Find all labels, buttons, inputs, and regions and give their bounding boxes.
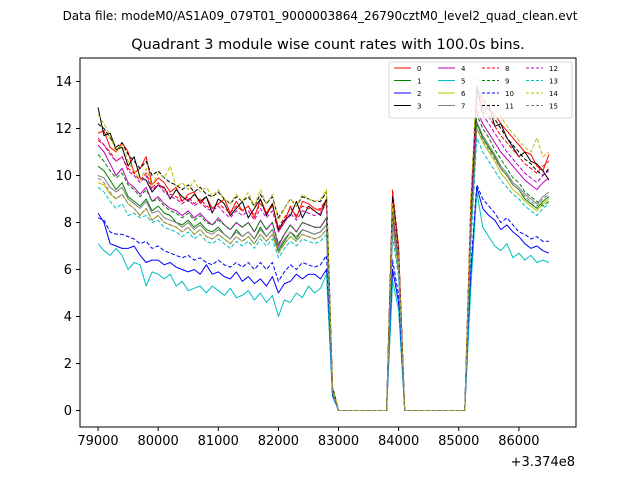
- series-line-5: [97, 191, 550, 411]
- series-line-13: [97, 137, 550, 411]
- legend-label-5: 5: [461, 78, 465, 86]
- y-tick-label: 6: [64, 263, 72, 278]
- legend-label-6: 6: [461, 90, 466, 98]
- x-tick-label: 83000: [318, 434, 359, 449]
- legend-label-2: 2: [417, 90, 421, 98]
- legend-label-4: 4: [461, 65, 466, 73]
- legend-label-11: 11: [505, 103, 514, 111]
- y-tick-label: 10: [55, 169, 72, 184]
- x-tick-label: 80000: [137, 434, 178, 449]
- legend-label-15: 15: [549, 103, 558, 111]
- legend-label-9: 9: [505, 78, 509, 86]
- figure-suptitle: Data file: modeM0/AS1A09_079T01_90000038…: [63, 9, 578, 23]
- y-tick-label: 14: [55, 75, 72, 90]
- legend-label-0: 0: [417, 65, 421, 73]
- legend-label-12: 12: [549, 65, 558, 73]
- legend-label-3: 3: [417, 103, 421, 111]
- series-layer: [97, 76, 550, 411]
- axes: 79000 80000 81000 82000 83000 84000 85000 86000…: [55, 75, 539, 449]
- legend-label-7: 7: [461, 103, 465, 111]
- series-line-12: [97, 99, 550, 411]
- series-line-15: [97, 128, 550, 411]
- y-tick-label: 2: [64, 357, 72, 372]
- y-tick-label: 4: [64, 310, 72, 325]
- series-line-11: [97, 88, 550, 411]
- x-tick-label: 84000: [378, 434, 419, 449]
- legend-box: [388, 61, 573, 119]
- legend-label-8: 8: [505, 65, 509, 73]
- x-tick-label: 85000: [438, 434, 479, 449]
- x-tick-label: 79000: [77, 434, 118, 449]
- legend-label-13: 13: [549, 78, 558, 86]
- legend-label-10: 10: [505, 90, 514, 98]
- x-tick-label: 82000: [258, 434, 299, 449]
- y-tick-label: 8: [64, 216, 72, 231]
- y-tick-label: 12: [55, 122, 72, 137]
- x-tick-label: 81000: [198, 434, 239, 449]
- y-tick-label: 0: [64, 404, 72, 419]
- series-line-10: [97, 184, 549, 411]
- x-tick-label: 86000: [498, 434, 539, 449]
- series-line-14: [97, 76, 550, 411]
- x-offset-label: +3.374e8: [511, 455, 575, 470]
- chart-title: Quadrant 3 module wise count rates with …: [131, 37, 525, 53]
- legend-label-14: 14: [549, 90, 558, 98]
- series-line-9: [97, 113, 550, 411]
- plot-frame: [79, 57, 577, 428]
- legend-label-1: 1: [417, 78, 421, 86]
